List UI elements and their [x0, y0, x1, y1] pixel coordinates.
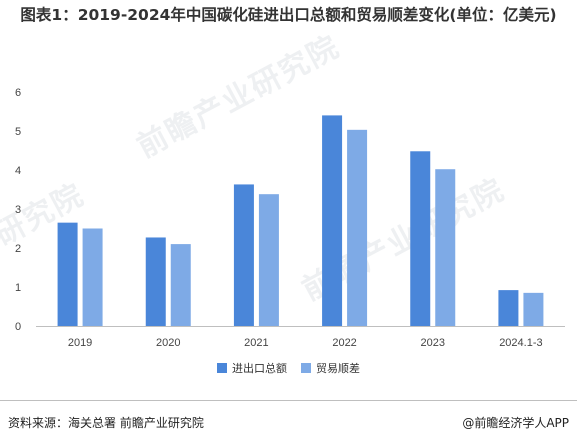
source-note: 资料来源：海关总署 前瞻产业研究院 — [8, 416, 204, 430]
y-tick-label: 1 — [15, 282, 21, 294]
bars — [57, 115, 544, 327]
bar-import-export-total — [410, 151, 431, 326]
chart-title: 图表1：2019-2024年中国碳化硅进出口总额和贸易顺差变化(单位：亿美元) — [20, 6, 557, 24]
bar-trade-surplus — [170, 244, 191, 326]
x-axis: 2019 2020 2021 2022 2023 2024.1-3 — [68, 337, 543, 349]
footer: 资料来源：海关总署 前瞻产业研究院 @前瞻经济学人APP — [0, 400, 577, 441]
legend-swatch — [217, 363, 227, 373]
y-tick-label: 2 — [15, 243, 21, 255]
legend-label: 进出口总额 — [232, 361, 287, 375]
bar-import-export-total — [498, 290, 519, 326]
bar-trade-surplus — [523, 292, 544, 326]
y-tick-label: 6 — [15, 87, 21, 99]
y-axis: 0 1 2 3 4 5 6 — [15, 87, 21, 333]
bar-import-export-total — [145, 237, 166, 326]
y-tick-label: 4 — [15, 165, 21, 177]
x-tick-label: 2022 — [332, 337, 356, 349]
bar-chart: 0 1 2 3 4 5 6 2019 2020 2021 2022 2023 2024.1-3 进出口… — [15, 87, 565, 375]
bar-import-export-total — [57, 222, 78, 326]
x-tick-label: 2020 — [156, 337, 180, 349]
bar-trade-surplus — [347, 129, 368, 326]
legend-swatch — [301, 363, 311, 373]
bar-trade-surplus — [435, 169, 456, 326]
y-tick-label: 3 — [15, 204, 21, 216]
x-tick-label: 2024.1-3 — [499, 337, 542, 349]
x-tick-label: 2021 — [244, 337, 268, 349]
bar-trade-surplus — [258, 194, 279, 326]
bar-import-export-total — [322, 115, 343, 327]
y-tick-label: 5 — [15, 126, 21, 138]
x-tick-label: 2023 — [421, 337, 445, 349]
legend: 进出口总额 贸易顺差 — [217, 361, 360, 375]
x-tick-label: 2019 — [68, 337, 92, 349]
bar-import-export-total — [233, 184, 254, 326]
legend-label: 贸易顺差 — [316, 361, 360, 375]
brand-label: @前瞻经济学人APP — [462, 416, 569, 430]
y-tick-label: 0 — [15, 321, 21, 333]
bar-trade-surplus — [82, 228, 103, 326]
